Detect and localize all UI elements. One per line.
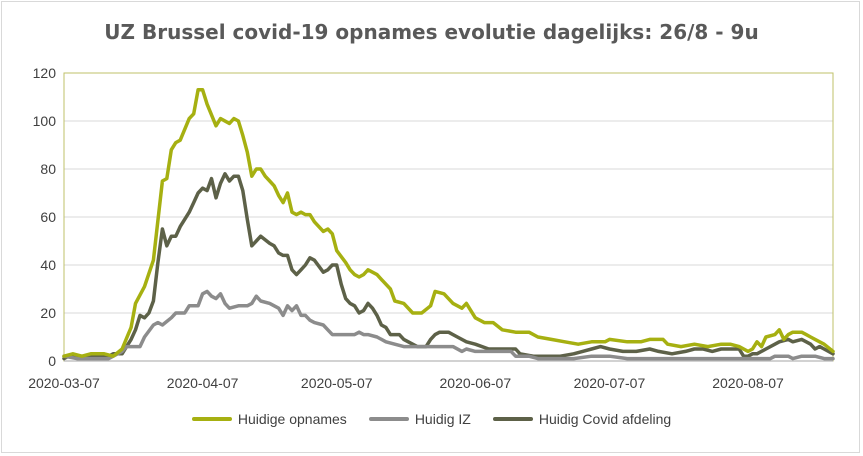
y-tick-label-0: 0 — [48, 353, 56, 369]
legend-label-afdeling: Huidig Covid afdeling — [538, 411, 672, 427]
x-tick-label-1: 2020-04-07 — [167, 375, 239, 391]
chart-title: UZ Brussel covid-19 opnames evolutie dag… — [104, 20, 759, 44]
x-tick-label-2: 2020-05-07 — [301, 375, 373, 391]
legend-swatch-iz — [368, 417, 409, 421]
x-tick-label-0: 2020-03-07 — [28, 375, 100, 391]
y-tick-label-40: 40 — [40, 257, 56, 273]
y-tick-label-20: 20 — [40, 305, 56, 321]
x-tick-label-4: 2020-07-07 — [574, 375, 646, 391]
legend-item-iz: Huidig IZ — [368, 411, 471, 427]
y-tick-label-60: 60 — [40, 209, 56, 225]
legend-label-opnames: Huidige opnames — [237, 411, 347, 427]
legend-swatch-afdeling — [492, 417, 533, 421]
series-line-opnames — [62, 88, 835, 358]
x-tick-label-5: 2020-08-07 — [712, 375, 784, 391]
legend-item-afdeling: Huidig Covid afdeling — [492, 411, 672, 427]
legend-label-iz: Huidig IZ — [414, 411, 471, 427]
legend-swatch-opnames — [191, 417, 232, 421]
chart-legend: Huidige opnames Huidig IZ Huidig Covid a… — [0, 411, 863, 427]
y-tick-label-120: 120 — [33, 65, 57, 81]
y-tick-label-80: 80 — [40, 161, 56, 177]
y-tick-label-100: 100 — [33, 113, 57, 129]
legend-item-opnames: Huidige opnames — [191, 411, 347, 427]
series-line-iz — [62, 289, 835, 361]
x-tick-label-3: 2020-06-07 — [440, 375, 512, 391]
series-line-afdeling — [62, 172, 835, 361]
